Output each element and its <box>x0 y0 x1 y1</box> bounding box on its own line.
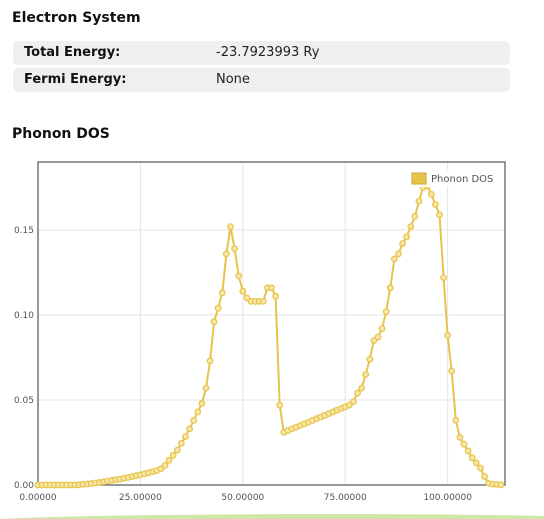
total-energy-label: Total Energy: <box>24 45 121 60</box>
phonon-dos-chart[interactable]: 0.00000 25.00000 50.00000 75.00000 100.00000… <box>0 150 544 519</box>
data-point <box>350 398 357 406</box>
data-point <box>456 434 464 441</box>
data-point <box>464 447 472 455</box>
data-point <box>165 457 173 464</box>
legend-box <box>410 170 497 187</box>
total-energy-row: Total Energy: -23.7923993 Ry <box>13 41 510 65</box>
data-point <box>259 297 267 305</box>
data-point <box>210 318 218 326</box>
data-point <box>399 240 407 247</box>
fermi-energy-label: Fermi Energy: <box>24 72 127 87</box>
data-point <box>276 401 284 409</box>
data-point <box>472 459 480 467</box>
data-point <box>239 287 247 295</box>
fermi-energy-row: Fermi Energy: None <box>13 68 510 92</box>
data-point <box>395 250 402 258</box>
x-tick-label: 75.00000 <box>324 493 367 503</box>
data-point <box>415 197 423 205</box>
data-point <box>161 462 169 469</box>
data-point <box>460 440 468 448</box>
data-point <box>497 481 505 489</box>
data-point <box>477 464 484 472</box>
data-point <box>358 384 366 392</box>
phonon-dos-title: Phonon DOS <box>12 126 110 142</box>
data-point <box>272 292 280 300</box>
data-point <box>386 284 394 292</box>
y-tick-label: 0.15 <box>14 226 34 236</box>
data-point <box>374 333 382 341</box>
x-tick-label: 0.00000 <box>19 493 56 503</box>
data-point <box>411 213 419 220</box>
data-point <box>362 371 370 378</box>
data-point <box>448 367 456 375</box>
data-point <box>366 355 374 363</box>
x-tick-label: 50.00000 <box>221 493 264 503</box>
data-point <box>432 201 439 208</box>
data-point <box>202 384 210 392</box>
data-point <box>481 473 488 480</box>
data-point <box>173 446 181 454</box>
data-point <box>444 331 452 339</box>
data-point <box>186 425 194 433</box>
fermi-energy-value: None <box>216 72 250 87</box>
data-point <box>391 255 398 263</box>
y-tick-label: 0.05 <box>14 396 34 406</box>
x-tick-label: 100.00000 <box>423 493 472 503</box>
y-tick-label: 0.00 <box>14 481 34 491</box>
electron-system-title: Electron System <box>12 10 141 26</box>
data-point <box>436 211 443 219</box>
data-point <box>235 272 243 280</box>
data-point <box>354 389 361 397</box>
data-point <box>214 304 222 312</box>
data-point <box>468 454 476 462</box>
footer-accent-shape <box>0 514 544 519</box>
data-point <box>218 289 226 297</box>
y-tick-label: 0.10 <box>14 311 34 321</box>
plot-frame <box>37 161 506 486</box>
data-point <box>169 451 177 459</box>
data-point <box>440 274 448 281</box>
data-point <box>403 233 411 241</box>
data-point <box>427 190 435 198</box>
data-point <box>407 223 415 230</box>
data-point <box>206 357 214 365</box>
data-point <box>231 245 239 253</box>
data-point <box>194 408 202 416</box>
phonon-dos-svg[interactable]: 0.00000 25.00000 50.00000 75.00000 100.00000… <box>0 150 544 519</box>
data-point <box>222 250 230 258</box>
data-point <box>157 465 165 473</box>
electron-info-table: Total Energy: -23.7923993 Ry Fermi Energ… <box>13 41 510 95</box>
data-point <box>190 417 198 424</box>
data-point <box>227 223 234 230</box>
data-point <box>452 417 460 424</box>
x-tick-label: 25.00000 <box>119 493 162 503</box>
phonon-dos-line <box>38 184 501 486</box>
data-point <box>177 440 185 447</box>
data-point <box>182 433 189 441</box>
data-point <box>382 308 390 316</box>
data-point <box>378 325 386 333</box>
footer-accent-band <box>0 514 544 519</box>
total-energy-value: -23.7923993 Ry <box>216 45 320 60</box>
legend-label: Phonon DOS <box>431 174 493 185</box>
data-point <box>198 399 206 407</box>
legend-swatch <box>411 172 427 185</box>
data-point <box>268 284 275 292</box>
